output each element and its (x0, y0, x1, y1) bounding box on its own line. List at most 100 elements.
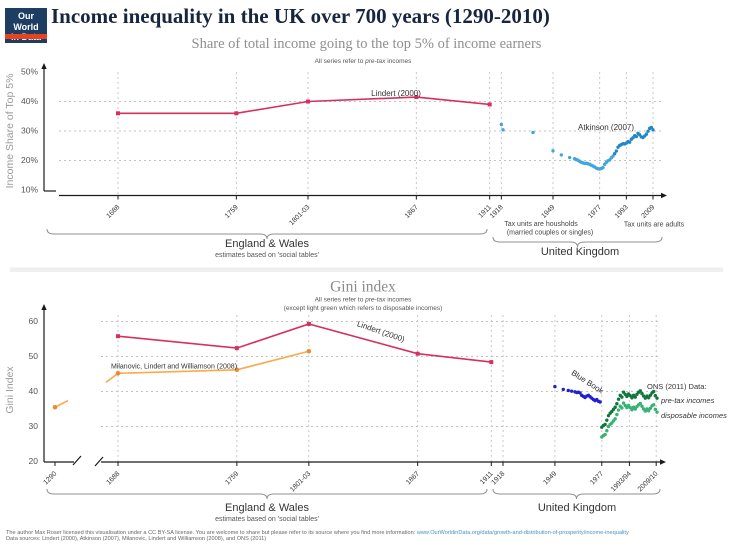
data-point (415, 351, 420, 356)
data-point (306, 99, 311, 104)
footer-license-line: The author Max Roser licensed this visua… (6, 530, 730, 536)
data-point (603, 432, 607, 437)
data-point (640, 391, 644, 396)
data-point (651, 403, 656, 407)
data-point (653, 394, 658, 398)
data-point (646, 396, 651, 400)
data-point (598, 400, 602, 404)
data-point (414, 95, 419, 100)
y-axis-label: Gini Index (4, 366, 16, 414)
series-line (118, 96, 490, 115)
data-point (553, 384, 557, 389)
x-tick-label: 1801-03 (289, 470, 312, 493)
x-axis-arrow (660, 459, 666, 465)
y-tick-label: 20 (29, 456, 39, 466)
data-point (116, 334, 120, 339)
x-tick-label: 1801-03 (288, 204, 311, 227)
data-point (487, 102, 492, 107)
data-point (646, 409, 651, 413)
series-label: ONS (2011) Data: (647, 382, 706, 391)
footer-license-text: The author Max Roser licensed this visua… (6, 530, 417, 536)
y-axis-arrow (41, 304, 47, 310)
data-point (616, 408, 621, 412)
chart-subtitle: Share of total income going to the top 5… (191, 36, 542, 52)
series-lindert-2000- (116, 95, 492, 116)
series-lindert-2000- (116, 321, 494, 365)
x-axis-arrow (661, 192, 667, 199)
data-point (655, 396, 659, 400)
data-point (634, 134, 639, 139)
top-chart-gridlines (59, 72, 661, 196)
data-point (605, 418, 609, 422)
data-point (620, 395, 624, 399)
data-point (651, 128, 655, 132)
data-point (489, 360, 494, 365)
region-brace (492, 488, 661, 500)
region-brace (492, 236, 663, 248)
footer: The author Max Roser licensed this visua… (6, 530, 730, 542)
footer-source-link[interactable]: www.OurWorldinData.org/data/growth-and-d… (416, 530, 629, 536)
data-point (649, 125, 654, 130)
y-tick-label: 60 (29, 316, 39, 326)
data-point (569, 389, 574, 393)
y-tick-label: 30% (21, 126, 38, 136)
data-point (601, 165, 605, 170)
data-point (640, 404, 644, 408)
footer-sources-line: Data sources: Lindert (2000), Atkinson (… (6, 536, 267, 542)
data-point (566, 388, 571, 393)
x-tick-label: 1918 (489, 204, 505, 220)
x-tick-label: 1993 (614, 204, 630, 220)
series-ons-2011-disposable-incomes (600, 401, 659, 439)
y-tick-label: 30 (29, 421, 39, 431)
x-tick-label: 1867 (404, 204, 420, 220)
x-tick-label: 1688 (105, 470, 121, 486)
chart-note: All series refer to pre-tax incomes (315, 58, 413, 65)
tax-units-annotation: (married couples or singles) (507, 230, 593, 237)
tax-units-annotation: Tax units are adults (624, 222, 685, 229)
data-point (621, 401, 626, 405)
data-point (653, 407, 658, 412)
chart-note: All series refer to pre-tax incomes (315, 297, 413, 304)
y-tick-label: 50 (29, 351, 39, 361)
section-divider (10, 267, 723, 272)
data-point (627, 140, 632, 144)
x-tick-label: 1918 (490, 470, 506, 486)
data-point (306, 321, 311, 326)
series-label: Milanovic, Lindert and Williamson (2008) (111, 364, 237, 371)
y-tick-label: 10% (21, 185, 38, 195)
data-point (306, 348, 312, 354)
data-point (605, 429, 609, 433)
series-atkinson-2007- (499, 122, 655, 171)
y-axis-label: Income Share of Top 5% (4, 74, 16, 189)
series-label: Atkinson (2007) (578, 123, 634, 132)
series-line (117, 323, 492, 363)
y-tick-label: 40 (29, 386, 39, 396)
region-brace (46, 228, 488, 240)
series-label: Lindert (2000) (371, 89, 421, 98)
data-point (612, 152, 617, 156)
data-point (611, 154, 615, 158)
region-label: England & Wales (225, 238, 309, 250)
data-point (499, 122, 504, 127)
series-label: pre-tax incomes (660, 396, 715, 405)
region-sublabel: estimates based on 'social tables' (215, 516, 319, 523)
x-tick-label: 1688 (105, 204, 121, 220)
data-point (567, 155, 572, 160)
data-point (531, 130, 535, 135)
x-tick-label: 1759 (224, 470, 240, 486)
data-point (620, 406, 624, 410)
x-tick-label: 1290 (42, 470, 58, 486)
x-tick-label: 1977 (587, 204, 603, 220)
data-point (625, 394, 629, 399)
y-tick-label: 50% (21, 67, 38, 77)
data-point (630, 408, 634, 412)
data-point (234, 111, 239, 116)
data-point (234, 367, 240, 373)
region-sublabel: estimates based on 'social tables' (215, 252, 319, 259)
y-tick-label: 20% (21, 155, 38, 165)
data-point (648, 406, 653, 410)
data-point (616, 397, 621, 401)
gini-title: Gini index (330, 279, 396, 296)
